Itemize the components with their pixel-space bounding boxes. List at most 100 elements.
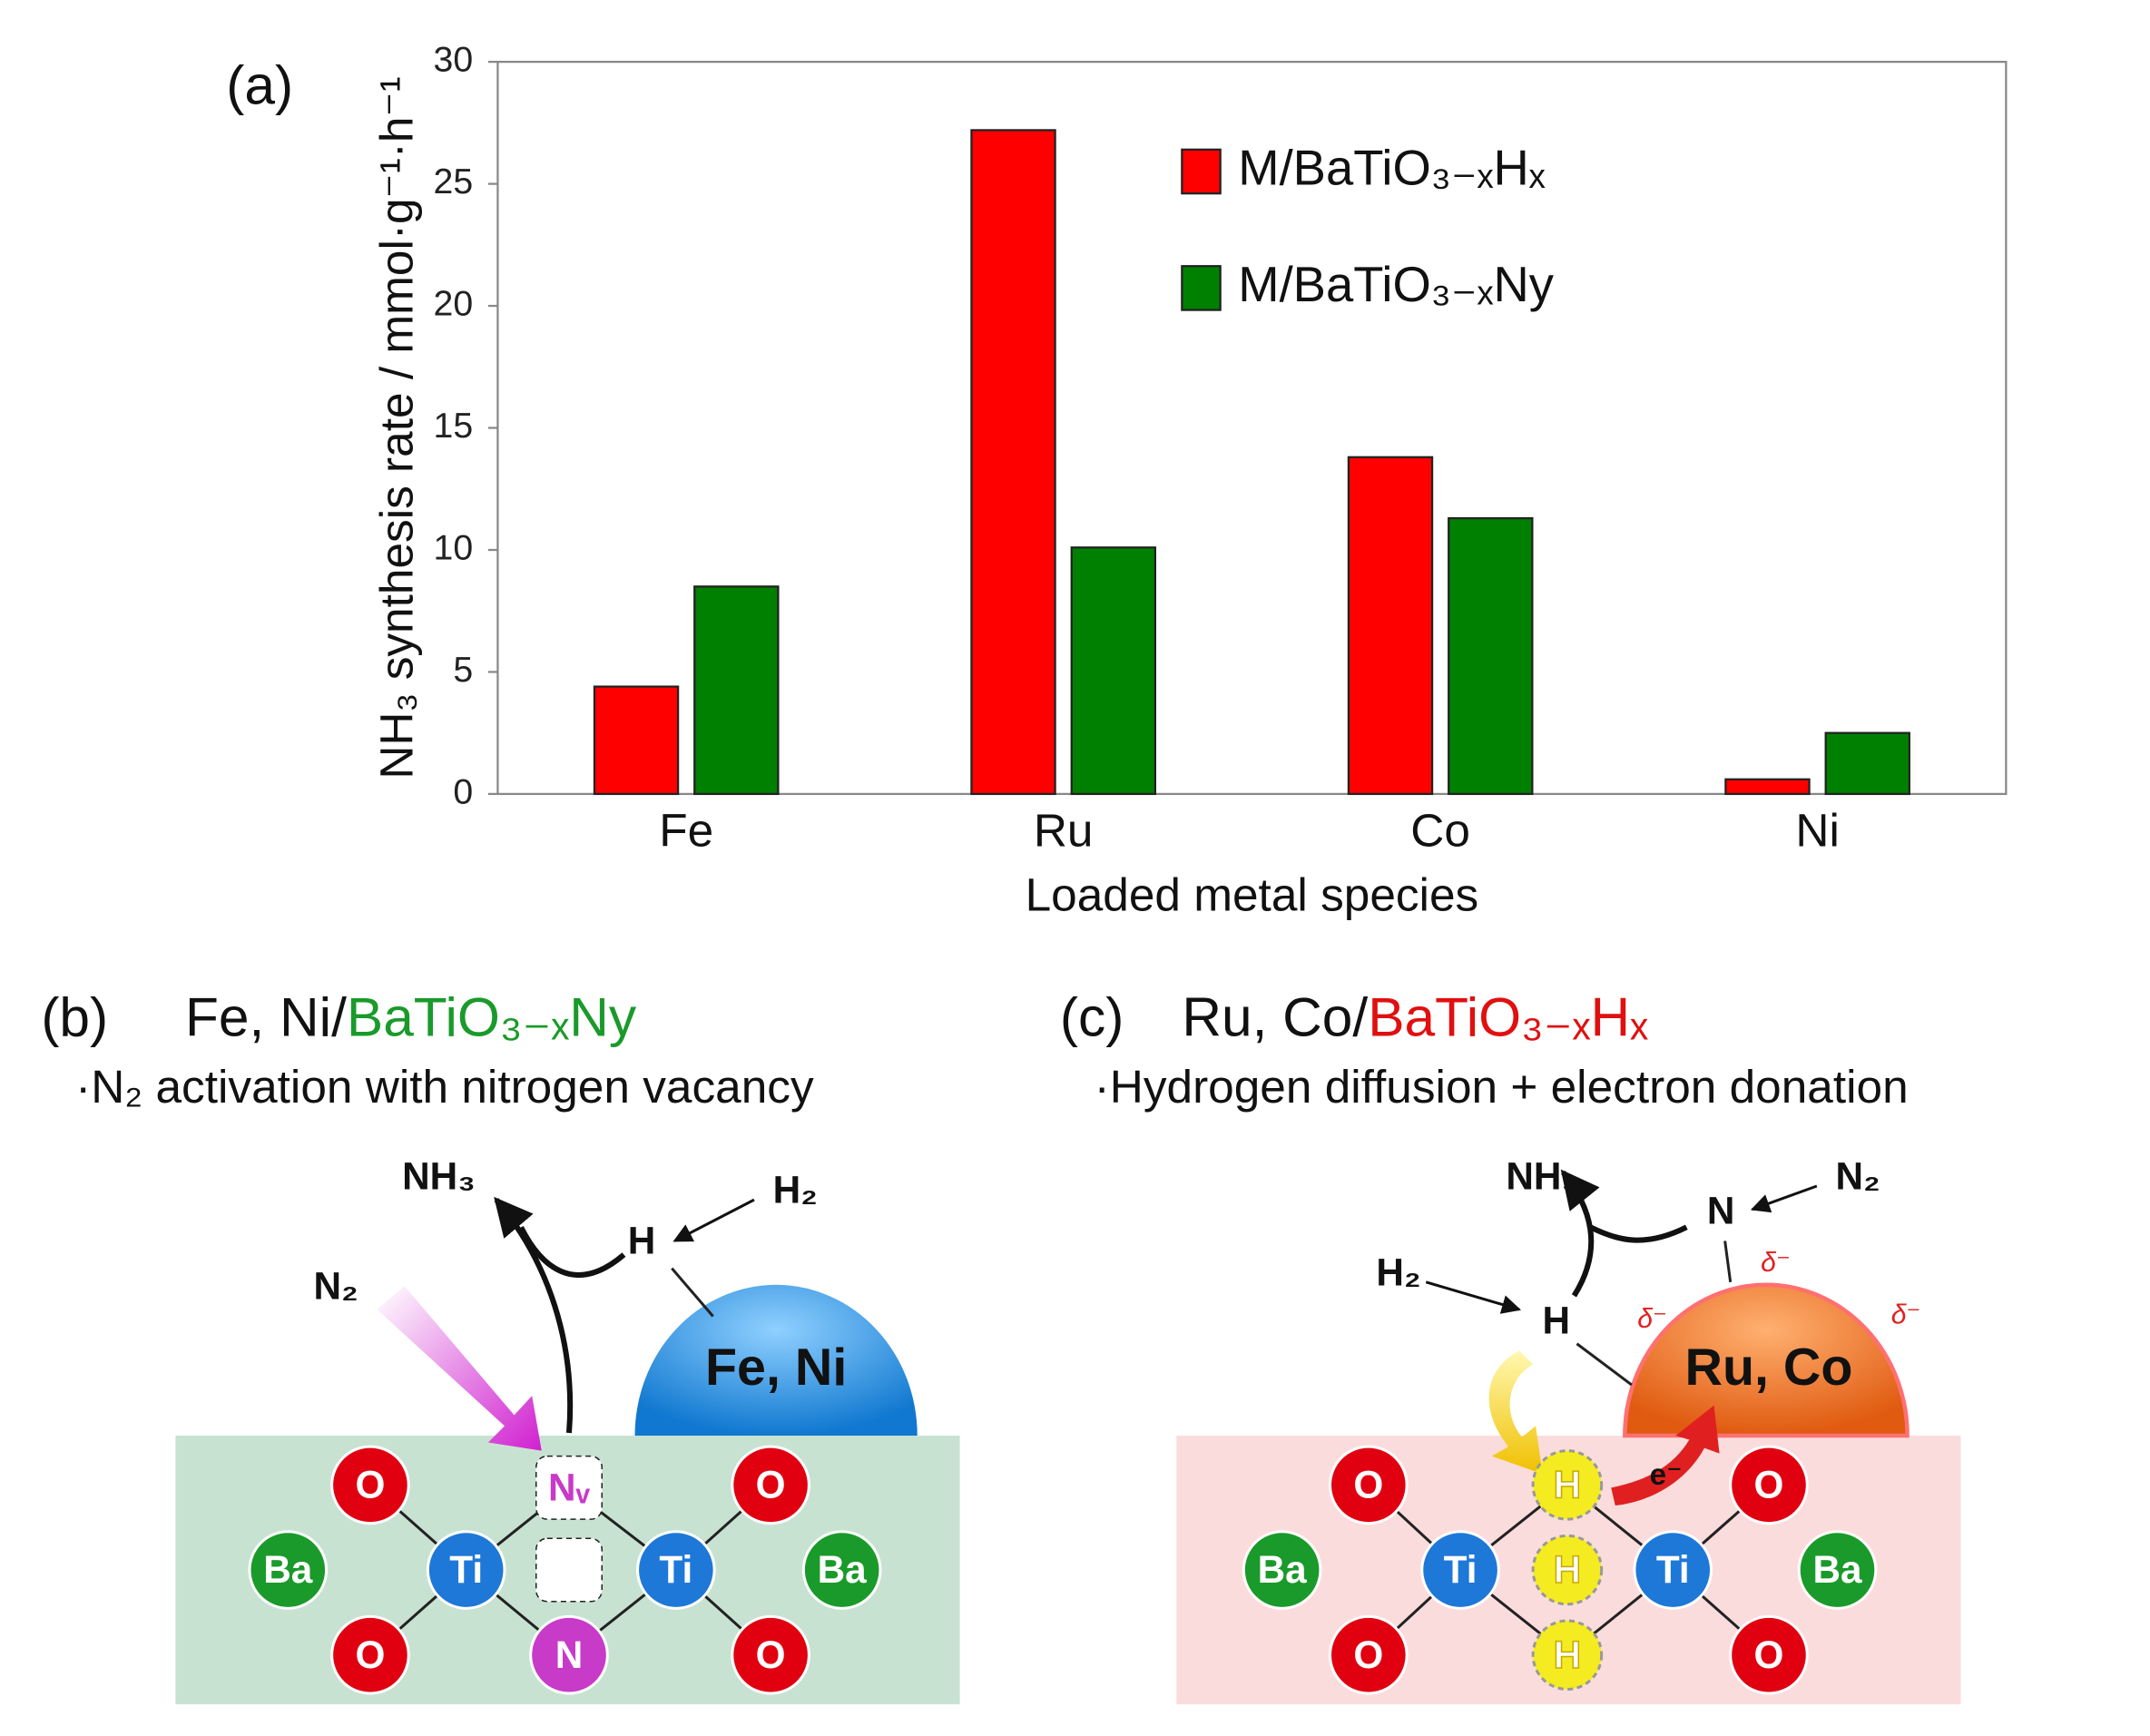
atom-label: O (756, 1464, 786, 1506)
x-tick-label: Ru (1034, 804, 1094, 856)
metal-particle-c (1623, 1282, 1909, 1438)
vacancy-box (535, 1455, 604, 1520)
atom (330, 1445, 410, 1525)
panel-caption: ·N₂ activation with nitrogen vacancy (75, 1061, 814, 1113)
atom-label: O (355, 1633, 385, 1676)
molecule-label: N₂ (1836, 1155, 1880, 1198)
atom (1242, 1530, 1322, 1610)
panel-title-metal: Fe, Ni/ (185, 986, 347, 1048)
atom (1729, 1614, 1809, 1695)
molecule-label: δ⁻ (1637, 1304, 1667, 1334)
atom (1531, 1619, 1604, 1692)
molecule-label: e⁻ (1650, 1458, 1683, 1492)
atom (529, 1614, 609, 1695)
molecule-label: NH₃ (1506, 1155, 1579, 1198)
panel-label: (b) (41, 986, 108, 1048)
panel-title: Ru, Co/BaTiO₃₋ₓHₓ (1182, 986, 1648, 1048)
atom-label: Ba (818, 1548, 868, 1591)
e-arrow (1611, 1405, 1720, 1506)
atom-label: O (1353, 1464, 1383, 1506)
atom (1633, 1530, 1713, 1610)
molecule-label: δ⁻ (1761, 1248, 1791, 1278)
h-arrow (1488, 1350, 1543, 1475)
atom (1531, 1449, 1604, 1521)
panel-caption: ·Hydrogen diffusion + electron donation (1095, 1061, 1909, 1113)
atom (248, 1530, 329, 1610)
metal-label: Fe, Ni (705, 1339, 847, 1397)
atom-label: Nᵥ (548, 1466, 591, 1509)
bar (1824, 731, 1910, 796)
vacancy-box (535, 1537, 604, 1603)
atom (1797, 1530, 1878, 1610)
molecule-label: N (1707, 1189, 1735, 1231)
metal-label: Ru, Co (1685, 1339, 1853, 1397)
legend-swatch (1181, 265, 1222, 311)
atom-label: O (1754, 1633, 1784, 1676)
panel-title-support: BaTiO₃₋ₓNy (347, 986, 637, 1048)
x-tick-label: Co (1410, 804, 1470, 856)
y-tick-label: 20 (434, 283, 474, 323)
atom-label: Ti (449, 1548, 483, 1591)
bar (1724, 778, 1811, 796)
atom-label: H (1554, 1548, 1582, 1591)
atom (731, 1614, 810, 1695)
bar (970, 129, 1056, 796)
y-tick-label: 30 (434, 40, 474, 80)
atom (801, 1530, 882, 1610)
molecule-label: H₂ (773, 1169, 818, 1211)
atom-label: Ti (659, 1548, 692, 1591)
atom-label: H (1554, 1633, 1582, 1676)
y-axis-label: NH₃ synthesis rate / mmol·g⁻¹·h⁻¹ (371, 76, 423, 779)
atom-label: Ti (1444, 1548, 1478, 1591)
panel-title-support: BaTiO₃₋ₓHₓ (1368, 986, 1648, 1048)
molecule-label: δ⁻ (1891, 1300, 1921, 1330)
atom (1729, 1445, 1809, 1525)
molecule-label: H₂ (1376, 1251, 1420, 1293)
atom (731, 1445, 810, 1525)
molecule-label: H (628, 1220, 656, 1262)
atom-label: Ti (1656, 1548, 1690, 1591)
y-tick-label: 15 (434, 406, 474, 446)
y-tick-label: 25 (434, 162, 474, 201)
molecule-label: NH₃ (402, 1155, 476, 1198)
atom (636, 1530, 716, 1610)
molecule-label: N₂ (313, 1265, 358, 1308)
panel-title: Fe, Ni/BaTiO₃₋ₓNy (185, 986, 637, 1048)
x-tick-label: Fe (659, 804, 713, 856)
x-axis-label: Loaded metal species (1026, 868, 1479, 920)
legend-swatch (1181, 148, 1222, 195)
panel-title-metal: Ru, Co/ (1182, 986, 1368, 1048)
bar (1347, 456, 1434, 796)
atom-label: N (555, 1633, 584, 1676)
y-tick-label: 0 (453, 771, 473, 811)
y-tick-label: 5 (453, 650, 473, 690)
chart-title: (a) (226, 54, 293, 115)
panel-label: (c) (1060, 986, 1124, 1048)
molecule-label: H (1543, 1299, 1571, 1341)
n2-arrow (377, 1286, 542, 1451)
atom-label: Ba (1812, 1548, 1862, 1591)
atom-label: O (1353, 1633, 1383, 1676)
atom (426, 1530, 506, 1610)
atom-label: O (1754, 1464, 1784, 1506)
atom-label: O (355, 1464, 385, 1506)
bar (1448, 516, 1534, 796)
metal-particle-b (634, 1284, 918, 1436)
bar (593, 685, 680, 796)
y-tick-label: 10 (434, 527, 474, 567)
x-tick-label: Ni (1795, 804, 1840, 856)
atom-label: O (756, 1633, 786, 1676)
legend-label: M/BaTiO₃₋ₓNy (1238, 257, 1554, 312)
arrows (494, 1169, 1818, 1434)
atom (1531, 1534, 1604, 1606)
atom (330, 1614, 410, 1695)
legend-label: M/BaTiO₃₋ₓHₓ (1238, 140, 1545, 195)
bar (693, 585, 780, 796)
atom-label: H (1554, 1464, 1582, 1506)
atom (1420, 1530, 1500, 1610)
atom-label: Ba (263, 1548, 313, 1591)
atom (1329, 1445, 1409, 1525)
bar (1070, 546, 1157, 796)
